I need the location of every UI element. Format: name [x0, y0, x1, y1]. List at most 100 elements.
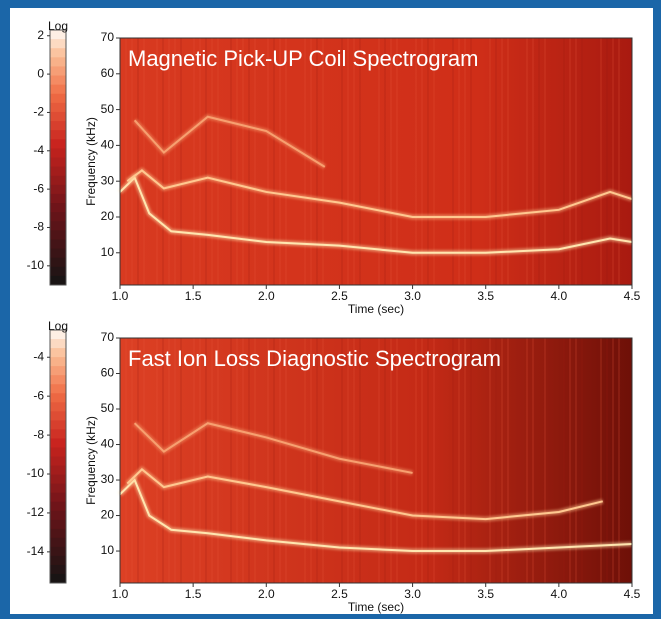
colorbar-segment: [50, 528, 66, 539]
colorbar-segment: [50, 130, 66, 140]
colorbar-segment: [50, 465, 66, 476]
x-tick-label: 4.0: [551, 289, 568, 303]
colorbar-segment: [50, 438, 66, 448]
colorbar-segment: [50, 248, 66, 259]
y-tick-label: 60: [101, 366, 115, 380]
colorbar-segment: [50, 411, 66, 421]
colorbar-segment: [50, 139, 66, 149]
spectrogram-background: [120, 38, 632, 285]
colorbar-segment: [50, 75, 66, 86]
colorbar-segment: [50, 84, 66, 95]
colorbar-segment: [50, 402, 66, 412]
y-tick-label: 30: [101, 173, 115, 187]
colorbar-segment: [50, 184, 66, 195]
colorbar-segment: [50, 393, 66, 403]
colorbar-segment: [50, 48, 66, 58]
colorbar-segment: [50, 555, 66, 566]
colorbar-tick-label: -4: [33, 143, 44, 157]
mode-trace: [126, 169, 633, 218]
colorbar-segment: [50, 121, 66, 131]
x-tick-label: 3.5: [477, 587, 494, 601]
colorbar-segment: [50, 39, 66, 49]
colorbar-segment: [50, 519, 66, 530]
x-tick-label: 3.0: [404, 289, 421, 303]
colorbar-segment: [50, 348, 66, 358]
y-tick-label: 10: [101, 543, 115, 557]
colorbar-segment: [50, 66, 66, 77]
x-tick-label: 1.5: [185, 587, 202, 601]
colorbar-segment: [50, 474, 66, 485]
colorbar-tick-label: -8: [33, 427, 44, 441]
colorbar-segment: [50, 537, 66, 548]
colorbar-segment: [50, 148, 66, 158]
colorbar-segment: [50, 546, 66, 557]
colorbar-segment: [50, 483, 66, 494]
x-axis-label: Time (sec): [348, 600, 404, 614]
colorbar-tick-label: -14: [27, 544, 45, 558]
mode-trace: [119, 478, 633, 553]
colorbar-segment: [50, 384, 66, 394]
chart-title: Fast Ion Loss Diagnostic Spectrogram: [128, 346, 501, 371]
y-tick-label: 10: [101, 245, 115, 259]
colorbar-segment: [50, 111, 66, 122]
x-axis-label: Time (sec): [348, 302, 404, 316]
x-tick-label: 1.5: [185, 289, 202, 303]
colorbar-segment: [50, 573, 66, 584]
colorbar-segment: [50, 456, 66, 467]
y-tick-label: 30: [101, 472, 115, 486]
chart-title: Magnetic Pick-UP Coil Spectrogram: [128, 46, 479, 71]
x-tick-label: 3.5: [477, 289, 494, 303]
colorbar-segment: [50, 357, 66, 367]
mode-trace: [126, 468, 603, 521]
x-tick-label: 2.0: [258, 289, 275, 303]
y-tick-label: 50: [101, 401, 115, 415]
colorbar-segment: [50, 339, 66, 349]
colorbar-label: Log: [48, 19, 68, 33]
colorbar-segment: [50, 93, 66, 104]
colorbar-segment: [50, 501, 66, 512]
y-axis-label: Frequency (kHz): [84, 416, 98, 505]
colorbar-segment: [50, 266, 66, 277]
colorbar-segment: [50, 510, 66, 521]
x-tick-label: 2.5: [331, 587, 348, 601]
mode-trace: [119, 175, 633, 254]
colorbar-tick-label: -10: [27, 258, 45, 272]
colorbar-segment: [50, 239, 66, 250]
colorbar-frame: [49, 329, 67, 584]
colorbar-frame: [49, 29, 67, 286]
x-tick-label: 3.0: [404, 587, 421, 601]
colorbar-segment: [50, 375, 66, 385]
colorbar-segment: [50, 275, 66, 286]
colorbar-segment: [50, 564, 66, 575]
colorbar-label: Log: [48, 319, 68, 333]
x-tick-label: 4.0: [551, 587, 568, 601]
colorbar-segment: [50, 447, 66, 457]
colorbar-tick-label: -8: [33, 220, 44, 234]
x-tick-label: 1.0: [112, 289, 129, 303]
colorbar-segment: [50, 175, 66, 186]
y-tick-label: 40: [101, 138, 115, 152]
colorbar-tick-label: -2: [33, 105, 44, 119]
colorbar-tick-label: -10: [27, 466, 45, 480]
x-tick-label: 2.0: [258, 587, 275, 601]
y-tick-label: 40: [101, 437, 115, 451]
x-tick-label: 1.0: [112, 587, 129, 601]
colorbar-segment: [50, 57, 66, 67]
colorbar-tick-label: 2: [37, 28, 44, 42]
y-tick-label: 70: [101, 30, 115, 44]
x-tick-label: 4.5: [624, 289, 641, 303]
mode-trace: [133, 115, 326, 168]
colorbar-segment: [50, 193, 66, 204]
y-tick-label: 70: [101, 330, 115, 344]
colorbar-segment: [50, 166, 66, 177]
colorbar-segment: [50, 212, 66, 222]
y-tick-label: 50: [101, 102, 115, 116]
colorbar-segment: [50, 257, 66, 268]
y-tick-label: 60: [101, 66, 115, 80]
colorbar-segment: [50, 221, 66, 231]
colorbar-segment: [50, 102, 66, 113]
colorbar-segment: [50, 492, 66, 503]
colorbar-tick-label: 0: [37, 66, 44, 80]
